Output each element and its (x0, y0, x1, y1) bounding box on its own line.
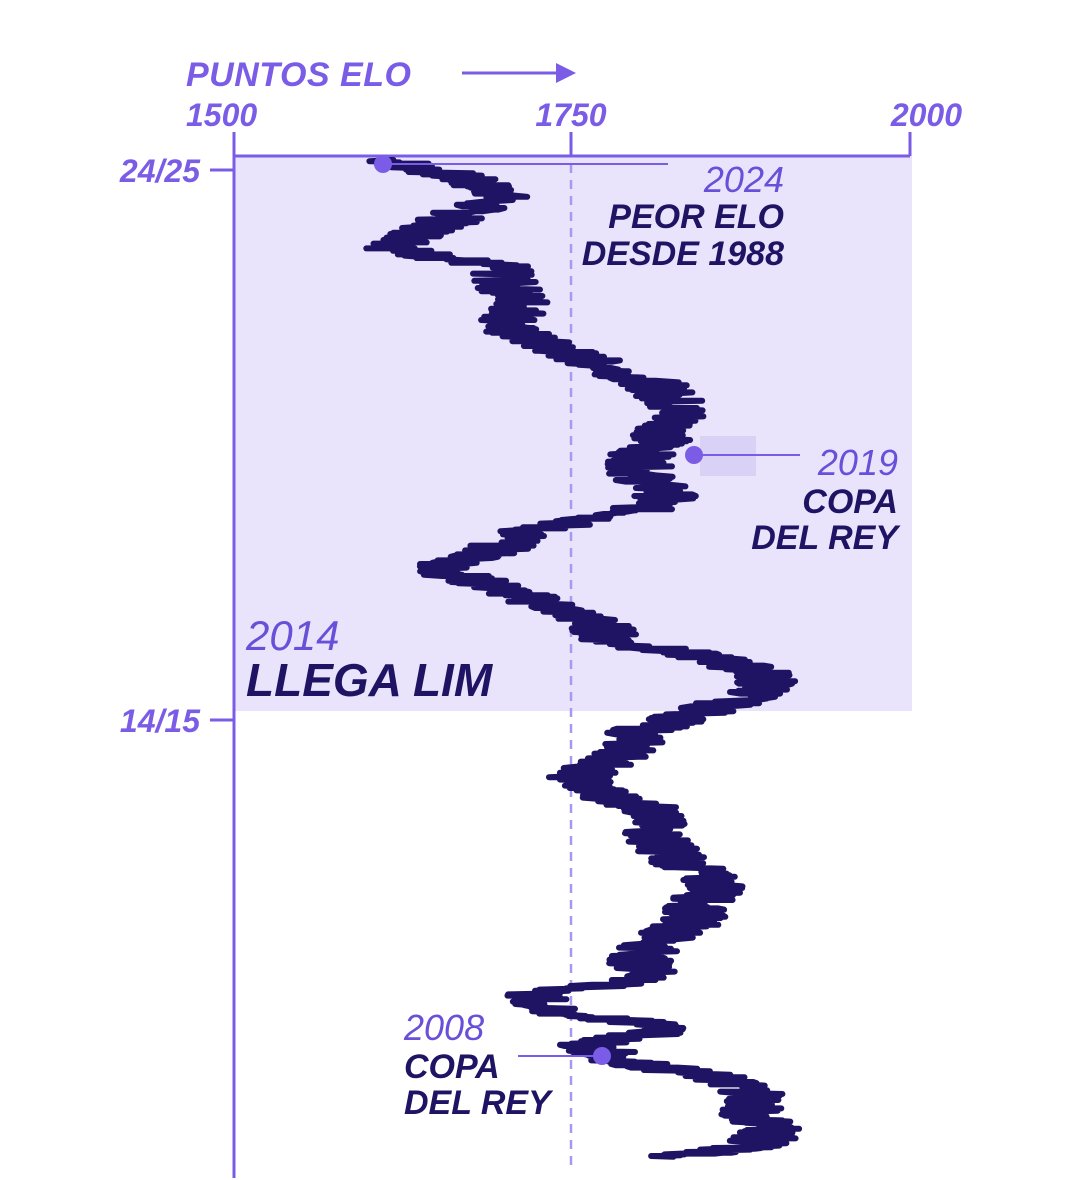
x-tick-label-2000: 2000 (890, 97, 962, 133)
x-axis-title: PUNTOS ELO (186, 56, 411, 94)
annotation-2019-line2: DEL REY (751, 519, 901, 557)
x-tick-label-1750: 1750 (535, 97, 606, 133)
annotation-2008: 2008 COPA DEL REY (403, 1007, 611, 1122)
annotation-2024-line2: DESDE 1988 (582, 235, 784, 273)
annotation-2008-line1: COPA (404, 1048, 500, 1086)
y-tick-label-2425: 24/25 (119, 153, 201, 189)
annotation-2024-line1: PEOR ELO (608, 198, 784, 236)
annotation-2008-marker (593, 1047, 611, 1065)
annotation-2008-year: 2008 (403, 1007, 484, 1048)
x-tick-label-1500: 1500 (186, 97, 257, 133)
annotation-2019-year: 2019 (817, 442, 898, 483)
annotation-2024-year: 2024 (703, 159, 784, 200)
y-tick-label-1415: 14/15 (120, 703, 201, 739)
annotation-2014: 2014 LLEGA LIM (245, 612, 494, 706)
axis-arrow-icon (462, 63, 576, 83)
annotation-2019: 2019 COPA DEL REY (685, 436, 901, 557)
annotation-2014-line1: LLEGA LIM (246, 654, 494, 706)
annotation-2024: 2024 PEOR ELO DESDE 1988 (374, 155, 784, 273)
annotation-2024-marker (374, 155, 392, 173)
annotation-2019-marker (685, 446, 703, 464)
annotation-2008-line2: DEL REY (404, 1084, 554, 1122)
elo-series-line (363, 157, 803, 1160)
annotation-2014-year: 2014 (245, 612, 339, 659)
annotation-2019-line1: COPA (802, 483, 898, 521)
